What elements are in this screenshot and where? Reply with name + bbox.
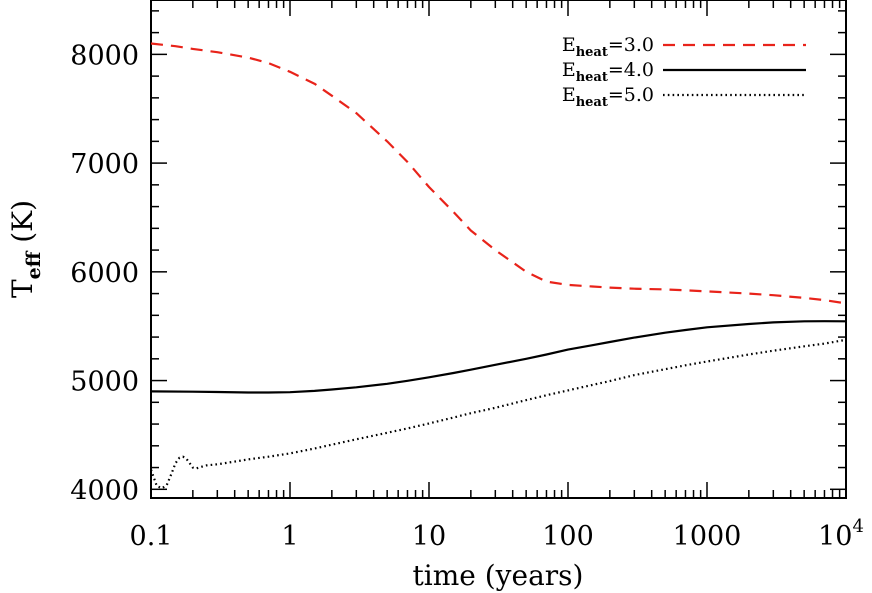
y-axis-title-rest: (K) <box>6 200 39 252</box>
x-tick-label: 10 <box>412 521 446 552</box>
legend-label-main: E <box>562 84 576 106</box>
legend-label-sub: heat <box>576 70 608 85</box>
x-tick-label: 104 <box>818 516 864 552</box>
legend-label-sub: heat <box>576 45 608 60</box>
x-tick-label: 0.1 <box>130 521 173 552</box>
y-axis-title-sub: eff <box>23 250 45 279</box>
x-axis-title: time (years) <box>413 559 584 592</box>
legend-label-rest: =3.0 <box>608 34 654 56</box>
x-tick-label-base: 10 <box>818 521 852 552</box>
x-axis-ticks: 0.1 1 10 100 1000 104 <box>130 0 864 552</box>
y-axis-title: Teff (K) <box>6 200 45 298</box>
legend-label-main: E <box>562 34 576 56</box>
y-tick-label: 7000 <box>70 149 139 180</box>
x-tick-label-exponent: 4 <box>852 516 863 537</box>
y-axis-ticks: 4000 5000 6000 7000 8000 <box>70 10 846 506</box>
legend-label: Eheat=3.0 <box>562 34 654 60</box>
x-tick-label: 100 <box>542 521 594 552</box>
plot-frame <box>150 0 847 499</box>
y-tick-label: 4000 <box>70 475 139 506</box>
x-tick-label-base: 0.1 <box>130 521 173 552</box>
x-tick-label-base: 1000 <box>673 521 742 552</box>
x-tick-label: 1 <box>281 521 298 552</box>
y-tick-label: 6000 <box>70 258 139 289</box>
legend-label-rest: =4.0 <box>608 59 654 81</box>
legend-label-sub: heat <box>576 95 608 110</box>
series-line-2 <box>150 320 847 394</box>
series-layer <box>149 42 847 490</box>
y-tick-label: 5000 <box>70 367 139 398</box>
legend-label: Eheat=5.0 <box>562 84 654 110</box>
x-tick-label-base: 100 <box>542 521 594 552</box>
legend-label-main: E <box>562 59 576 81</box>
series-line-1 <box>150 42 847 305</box>
x-tick-label-base: 10 <box>412 521 446 552</box>
y-axis-title-main: T <box>6 279 39 298</box>
legend-label-rest: =5.0 <box>608 84 654 106</box>
x-tick-label-base: 1 <box>281 521 298 552</box>
series-line-3 <box>149 338 847 490</box>
legend-label: Eheat=4.0 <box>562 59 654 85</box>
x-tick-label: 1000 <box>673 521 742 552</box>
y-tick-label: 8000 <box>70 40 139 71</box>
